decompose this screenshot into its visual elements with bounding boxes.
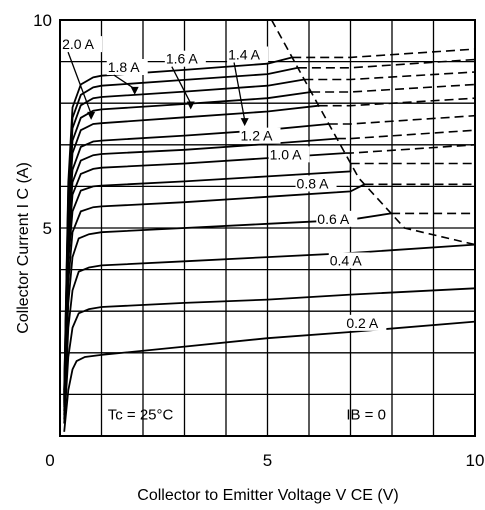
label-leader-line xyxy=(67,51,92,115)
curve-label-bg xyxy=(164,50,206,67)
label-arrowhead xyxy=(130,86,139,95)
curve-9-dashed xyxy=(318,97,476,107)
curve-labels: 0.2 A 0.4 A 0.6 A 0.8 A 1.0 A 1.2 A 1.4 A 1.6 A… xyxy=(61,36,387,331)
curve-label-bg xyxy=(239,127,281,144)
dissipation-boundary xyxy=(270,19,476,246)
curve-2 xyxy=(63,243,476,420)
curve-13-dashed xyxy=(292,48,476,59)
y-tick-label: 5 xyxy=(43,219,52,238)
curve-label: 1.2 A xyxy=(241,128,274,144)
curve-label: 0.6 A xyxy=(317,211,350,227)
curve-label: 0.4 A xyxy=(330,252,363,268)
curve-6 xyxy=(63,152,346,405)
tick-labels: 0 5 10 5 10 xyxy=(33,11,484,470)
x-tick-label: 5 xyxy=(263,451,272,470)
curve-5 xyxy=(63,163,352,407)
curve-0 xyxy=(63,320,476,432)
curve-label: 1.6 A xyxy=(166,51,199,67)
curve-8 xyxy=(63,123,329,401)
curve-1 xyxy=(63,287,476,424)
x-tick-label: 10 xyxy=(466,451,485,470)
plot-frame xyxy=(59,19,476,437)
label-arrowhead xyxy=(87,111,96,120)
y-tick-label: 10 xyxy=(33,11,52,30)
curve-label-bg xyxy=(345,314,387,331)
base-current-annotation: IB = 0 xyxy=(346,406,386,423)
curve-label-bg xyxy=(61,36,103,53)
y-axis-title: Collector Current I C (A) xyxy=(15,162,32,334)
curve-11-dashed xyxy=(304,71,476,81)
curve-3 xyxy=(63,212,392,416)
label-leader-line xyxy=(171,66,192,104)
grid xyxy=(60,20,475,436)
curve-10-dashed xyxy=(311,83,476,93)
curve-label-bg xyxy=(328,252,370,269)
curve-label: 1.0 A xyxy=(270,146,303,162)
curve-8-dashed xyxy=(328,114,476,125)
curve-label-bg xyxy=(295,175,337,192)
label-leader-line xyxy=(113,74,136,90)
curve-12-dashed xyxy=(297,58,476,69)
curve-label: 1.4 A xyxy=(228,47,261,63)
curve-6-dashed xyxy=(345,144,476,154)
label-leader-line xyxy=(233,62,246,121)
curve-4 xyxy=(63,183,365,412)
curve-label-bg xyxy=(106,59,148,75)
characteristic-curves xyxy=(63,48,476,432)
curve-label: 1.8 A xyxy=(108,59,141,75)
boundary-line xyxy=(270,19,476,246)
curve-label-bg xyxy=(227,46,269,63)
label-arrowhead xyxy=(240,118,249,127)
curve-label-bg xyxy=(316,210,358,227)
x-tick-label: 0 xyxy=(45,451,54,470)
curve-label: 0.2 A xyxy=(346,315,379,331)
label-arrowhead xyxy=(186,101,195,110)
curve-7-dashed xyxy=(336,129,476,140)
x-axis-title: Collector to Emitter Voltage V CE (V) xyxy=(137,487,398,504)
temperature-annotation: Tc = 25°C xyxy=(108,406,174,423)
curve-label-bg xyxy=(268,146,310,163)
curve-label: 2.0 A xyxy=(62,36,95,52)
curve-13 xyxy=(63,56,293,391)
curve-label: 0.8 A xyxy=(297,175,330,191)
curve-12 xyxy=(63,66,299,393)
